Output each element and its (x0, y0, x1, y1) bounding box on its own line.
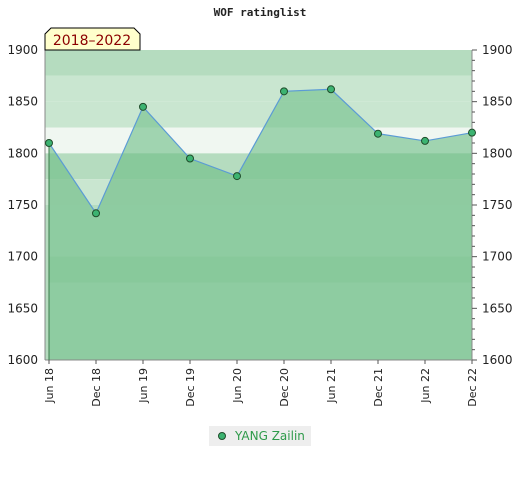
y-tick-label-right: 1900 (482, 43, 513, 57)
x-tick-label: Dec 18 (90, 368, 103, 407)
y-tick-label-right: 1750 (482, 198, 513, 212)
chart-title: WOF ratinglist (214, 6, 307, 19)
series-area-fill (49, 89, 472, 361)
x-tick-label: Jun 21 (325, 368, 338, 404)
legend-marker-icon (218, 432, 226, 440)
y-tick-label-left: 1700 (7, 250, 38, 264)
legend[interactable]: YANG Zailin (209, 426, 311, 446)
data-point[interactable] (280, 87, 288, 96)
y-tick-label-left: 1600 (7, 353, 38, 367)
axes: 1600 1600 1650 1650 1700 1700 1750 1750 1800 1800… (7, 43, 512, 407)
y-tick-label-right: 1850 (482, 95, 513, 109)
y-tick-label-left: 1850 (7, 95, 38, 109)
series-line-layer (48, 88, 473, 215)
legend-background (209, 426, 311, 446)
data-point[interactable] (327, 85, 335, 94)
legend-series-label[interactable]: YANG Zailin (234, 429, 305, 443)
y-tick-label-left: 1800 (7, 146, 38, 160)
x-tick-label: Jun 19 (137, 368, 150, 404)
data-point[interactable] (233, 172, 241, 181)
y-tick-label-right: 1600 (482, 353, 513, 367)
series-markers[interactable] (45, 85, 476, 218)
x-tick-label: Jun 18 (43, 368, 56, 404)
y-tick-label-left: 1900 (7, 43, 38, 57)
background-band (45, 75, 472, 102)
x-tick-label: Dec 22 (466, 368, 479, 407)
x-tick-label: Jun 22 (419, 368, 432, 404)
y-tick-label-right: 1650 (482, 301, 513, 315)
data-point[interactable] (92, 209, 100, 218)
data-point[interactable] (374, 129, 382, 138)
background-band (45, 50, 472, 76)
area-stripe (49, 179, 472, 205)
y-tick-label-right: 1700 (482, 250, 513, 264)
period-badge: 2018–2022 (44, 27, 141, 51)
period-badge-label: 2018–2022 (53, 33, 131, 49)
background-band (45, 101, 472, 128)
data-point[interactable] (139, 102, 147, 111)
x-tick-label: Dec 19 (184, 368, 197, 407)
y-tick-label-left: 1650 (7, 301, 38, 315)
period-badge-box (44, 27, 141, 51)
series-line (48, 88, 473, 215)
data-point[interactable] (186, 154, 194, 163)
y-tick-label-left: 1750 (7, 198, 38, 212)
data-point[interactable] (45, 139, 53, 147)
x-tick-label: Dec 20 (278, 368, 291, 407)
y-tick-label-right: 1800 (482, 146, 513, 160)
area-stripe (49, 256, 472, 283)
x-tick-label: Dec 21 (372, 368, 385, 407)
x-tick-label: Jun 20 (231, 368, 244, 404)
data-point[interactable] (421, 136, 429, 145)
data-point[interactable] (468, 128, 476, 137)
